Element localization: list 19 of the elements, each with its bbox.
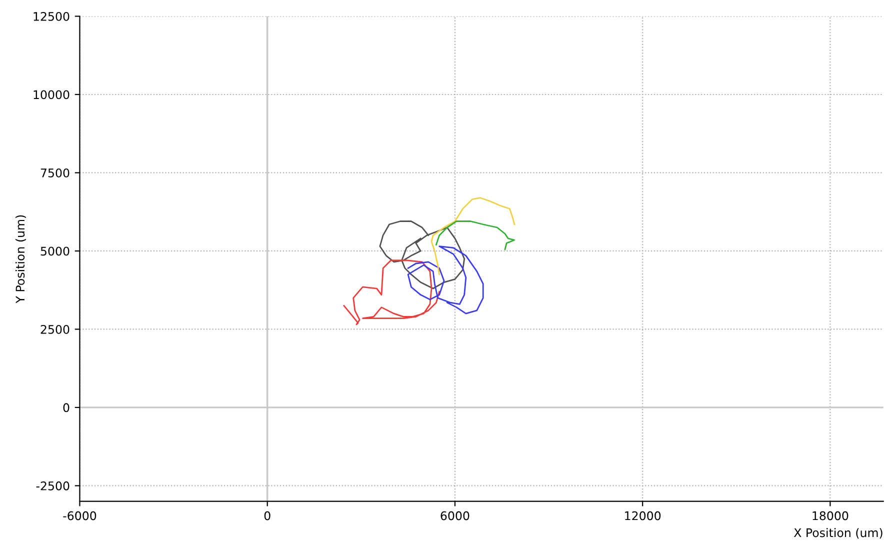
y-tick-label: 2500 <box>40 324 70 334</box>
y-tick-label: 12500 <box>34 12 70 21</box>
line-series <box>430 197 516 276</box>
x-axis-title: X Position (um) <box>794 528 882 539</box>
x-tick-label: 12000 <box>625 511 661 520</box>
x-tick-label: 18000 <box>812 511 848 520</box>
y-tick-label: 7500 <box>40 168 70 178</box>
line-series <box>436 220 516 250</box>
line-series <box>379 220 466 290</box>
y-tick-label: 0 <box>63 403 70 412</box>
x-tick-label: 6000 <box>440 511 470 520</box>
line-series <box>343 260 440 326</box>
y-axis-title: Y Position (um) <box>15 215 26 304</box>
line-series <box>407 246 484 314</box>
y-tick-label: -2500 <box>36 481 70 490</box>
x-tick-label: 0 <box>264 511 270 520</box>
y-tick-label: 5000 <box>40 246 70 256</box>
y-tick-label: 10000 <box>34 90 70 100</box>
x-tick-label: -6000 <box>63 511 96 520</box>
